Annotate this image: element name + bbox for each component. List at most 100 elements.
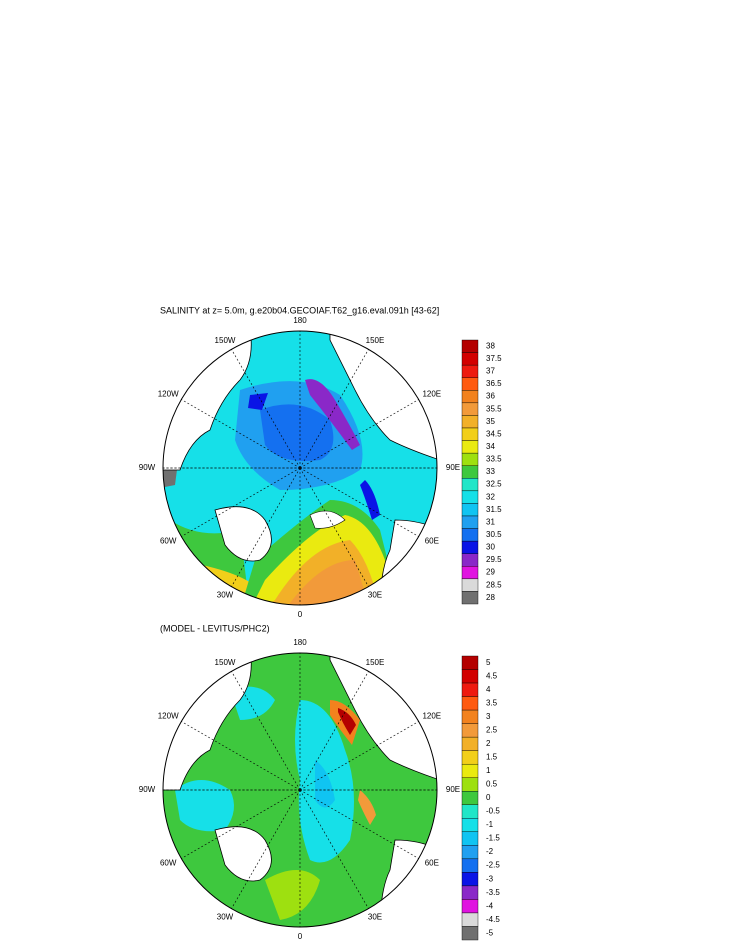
colorbar-swatch — [461, 696, 479, 711]
longitude-label: 60W — [160, 859, 177, 868]
colorbar-swatch — [461, 415, 479, 429]
colorbar-label: 29.5 — [486, 555, 502, 564]
longitude-label: 150E — [366, 336, 385, 345]
colorbar-label: 1 — [486, 766, 491, 775]
colorbar-swatch — [461, 818, 479, 833]
colorbar-label: 5 — [486, 658, 491, 667]
meridian — [299, 789, 419, 859]
longitude-label: 150E — [366, 658, 385, 667]
colorbar-label: -0.5 — [486, 807, 500, 816]
colorbar-label: 33.5 — [486, 455, 502, 464]
longitude-label: 30W — [217, 590, 234, 599]
colorbar-label: 37.5 — [486, 354, 502, 363]
colorbar-label: -3 — [486, 874, 494, 883]
colorbar-label: 33 — [486, 467, 495, 476]
colorbar-swatch — [461, 364, 479, 378]
colorbar-swatch — [461, 503, 479, 517]
colorbar-swatch — [461, 763, 479, 778]
longitude-label: 0 — [298, 932, 303, 941]
colorbar-label: 35.5 — [486, 404, 502, 413]
meridian — [231, 671, 301, 791]
colorbar-swatch — [461, 490, 479, 504]
longitude-label: 180 — [293, 316, 307, 325]
colorbar-swatch — [461, 899, 479, 914]
colorbar-label: -1 — [486, 820, 494, 829]
longitude-label: 120E — [422, 390, 441, 399]
colorbar-label: 29 — [486, 568, 495, 577]
longitude-label: 0 — [298, 610, 303, 619]
colorbar-swatch — [461, 723, 479, 738]
colorbar-swatch — [461, 566, 479, 580]
longitude-label: 90W — [139, 463, 156, 472]
longitude-label: 30E — [368, 590, 382, 599]
colorbar-swatch — [461, 885, 479, 900]
colorbar-swatch — [461, 427, 479, 441]
meridian — [299, 467, 419, 537]
meridian — [299, 467, 369, 587]
longitude-label: 30W — [217, 912, 234, 921]
colorbar-swatch — [461, 440, 479, 454]
colorbar-label: 2.5 — [486, 725, 498, 734]
colorbar-label: -2.5 — [486, 861, 500, 870]
longitude-label: 90E — [446, 785, 460, 794]
colorbar-label: 0.5 — [486, 780, 498, 789]
longitude-label: 120W — [158, 712, 179, 721]
meridian — [231, 467, 301, 587]
longitude-label: 90W — [139, 785, 156, 794]
colorbar-label: 36 — [486, 392, 495, 401]
colorbar-swatch — [461, 515, 479, 529]
meridian — [299, 671, 369, 791]
longitude-label: 120E — [422, 712, 441, 721]
colorbar-label: 28 — [486, 593, 495, 602]
colorbar-swatch — [461, 390, 479, 404]
longitude-label: 30E — [368, 912, 382, 921]
colorbar-label: 3 — [486, 712, 491, 721]
meridian — [231, 349, 301, 469]
longitude-label: 150W — [215, 336, 236, 345]
meridian — [181, 721, 301, 791]
colorbar-label: 1.5 — [486, 753, 498, 762]
colorbar-label: -4 — [486, 901, 494, 910]
colorbar-label: -3.5 — [486, 888, 500, 897]
colorbar-label: 2 — [486, 739, 491, 748]
colorbar-label: 34 — [486, 442, 495, 451]
colorbar-label: 32.5 — [486, 480, 502, 489]
colorbar-swatch — [461, 791, 479, 805]
colorbar-swatch — [461, 709, 479, 724]
colorbar-label: 0 — [486, 793, 491, 802]
colorbar-label: 32 — [486, 492, 495, 501]
colorbar-label: 31 — [486, 517, 495, 526]
panel-title: SALINITY at z= 5.0m, g.e20b04.GECOIAF.T6… — [160, 305, 439, 315]
meridian — [181, 789, 301, 859]
colorbar-swatch — [461, 528, 479, 542]
colorbar-label: 3.5 — [486, 698, 498, 707]
colorbar-label: 35 — [486, 417, 495, 426]
colorbar-label: 30.5 — [486, 530, 502, 539]
colorbar-swatch — [461, 750, 479, 765]
longitude-label: 150W — [215, 658, 236, 667]
colorbar-swatch — [461, 478, 479, 492]
colorbar-label: 37 — [486, 367, 495, 376]
colorbar-label: 30 — [486, 543, 495, 552]
colorbar-label: 36.5 — [486, 379, 502, 388]
longitude-label: 60E — [425, 859, 439, 868]
colorbar-swatch — [461, 465, 479, 479]
colorbar-swatch — [461, 553, 479, 567]
meridian — [299, 721, 419, 791]
colorbar-swatch — [461, 669, 479, 684]
colorbar-swatch — [461, 591, 479, 605]
colorbar-swatch — [461, 872, 479, 887]
colorbar-label: -2 — [486, 847, 494, 856]
meridian — [181, 467, 301, 537]
colorbar-swatch — [461, 578, 479, 592]
longitude-label: 60E — [425, 537, 439, 546]
longitude-label: 180 — [293, 638, 307, 647]
colorbar-swatch — [461, 804, 479, 819]
longitude-label: 90E — [446, 463, 460, 472]
map-boundary — [162, 652, 438, 928]
colorbar-swatch — [461, 777, 479, 792]
meridian — [299, 399, 419, 469]
colorbar-swatch — [461, 858, 479, 873]
colorbar-label: 4.5 — [486, 671, 498, 680]
colorbar-swatch — [461, 352, 479, 366]
